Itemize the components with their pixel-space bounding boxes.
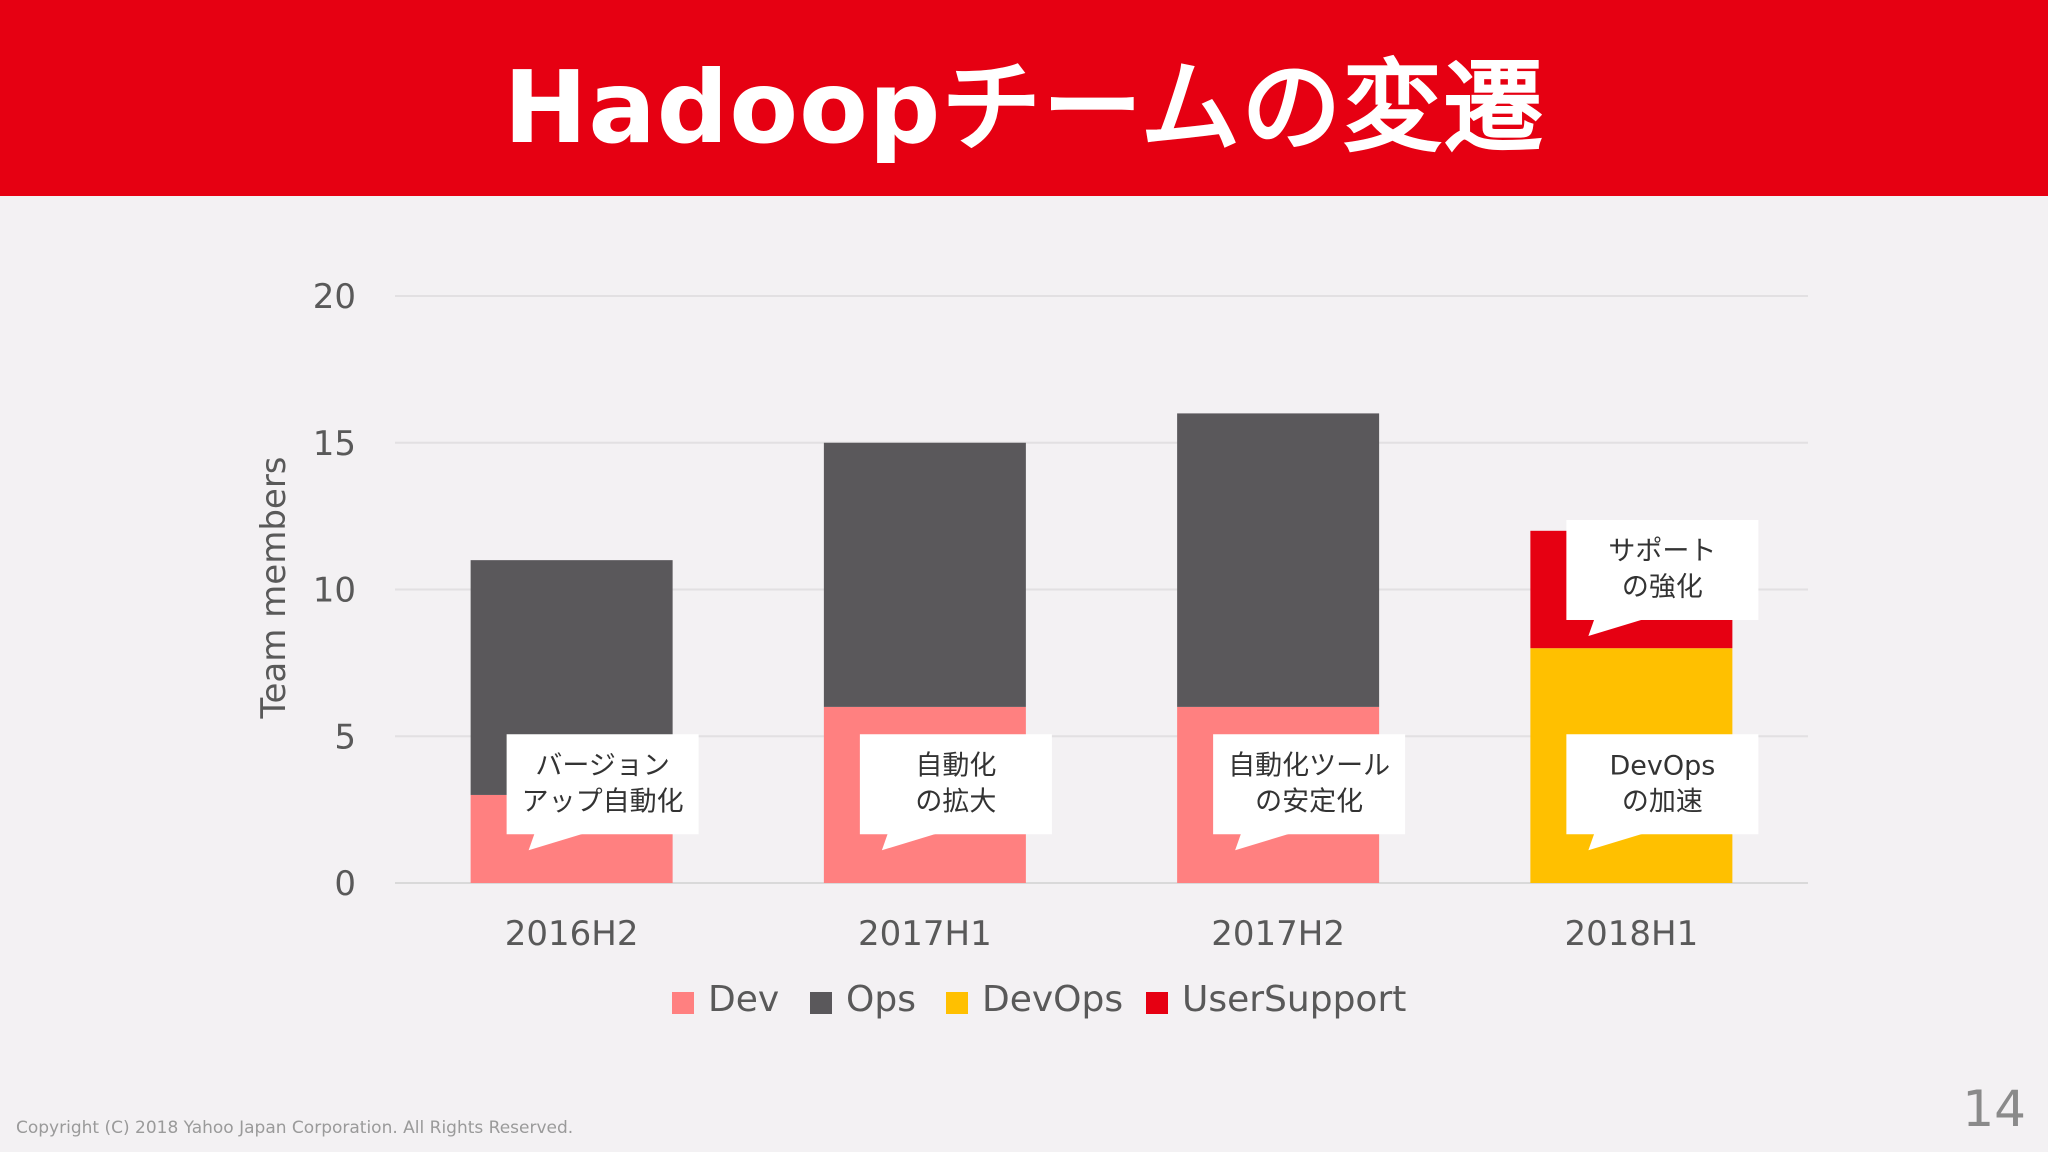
- copyright-text: Copyright (C) 2018 Yahoo Japan Corporati…: [16, 1118, 574, 1138]
- x-tick-label: 2016H2: [505, 914, 639, 954]
- callout-box: [1213, 734, 1406, 835]
- y-tick-label: 0: [334, 864, 356, 904]
- callout-text: の拡大: [915, 786, 996, 817]
- legend-label-devops: DevOps: [982, 979, 1123, 1020]
- y-tick-label: 20: [313, 277, 356, 317]
- y-tick-label: 10: [313, 571, 356, 611]
- callout-box: [1566, 519, 1759, 620]
- legend-label-dev: Dev: [708, 979, 779, 1020]
- callout-text: アップ自動化: [522, 786, 684, 817]
- legend-swatch-dev: [672, 992, 694, 1014]
- callout-text: 自動化: [915, 750, 996, 781]
- legend-swatch-usersupport: [1146, 992, 1168, 1014]
- legend-label-usersupport: UserSupport: [1182, 979, 1406, 1020]
- callout-box: [506, 734, 699, 835]
- callout-text: 自動化ツール: [1228, 750, 1390, 781]
- callout-tail: [1235, 833, 1292, 851]
- x-tick-label: 2017H2: [1211, 914, 1345, 954]
- bar-ops-2017H2: [1177, 413, 1380, 707]
- y-tick-label: 15: [313, 424, 356, 464]
- callout-text: の安定化: [1255, 786, 1363, 817]
- callout-tail: [528, 833, 585, 851]
- callout-tail: [1588, 833, 1645, 851]
- x-tick-label: 2017H1: [858, 914, 992, 954]
- bar-ops-2017H1: [823, 442, 1026, 707]
- y-tick-label: 5: [334, 717, 356, 757]
- callout-tail: [881, 833, 938, 851]
- callout-tail: [1588, 618, 1645, 636]
- callout-text: バージョン: [535, 750, 669, 781]
- slide-title: Hadoopチームの変遷: [503, 48, 1545, 166]
- callout-text: サポート: [1608, 536, 1716, 567]
- legend-swatch-ops: [810, 992, 832, 1014]
- legend-swatch-devops: [946, 992, 968, 1014]
- page-number: 14: [1962, 1080, 2026, 1138]
- callout-box: [859, 734, 1052, 835]
- callout-text: の強化: [1622, 572, 1703, 603]
- legend-label-ops: Ops: [846, 979, 916, 1020]
- x-tick-label: 2018H1: [1565, 914, 1699, 954]
- callout-box: [1566, 734, 1759, 835]
- callout-text: DevOps: [1609, 750, 1715, 781]
- title-bar: Hadoopチームの変遷: [0, 0, 2048, 196]
- y-axis-label: Team members: [254, 456, 294, 719]
- callout-text: の加速: [1622, 786, 1703, 817]
